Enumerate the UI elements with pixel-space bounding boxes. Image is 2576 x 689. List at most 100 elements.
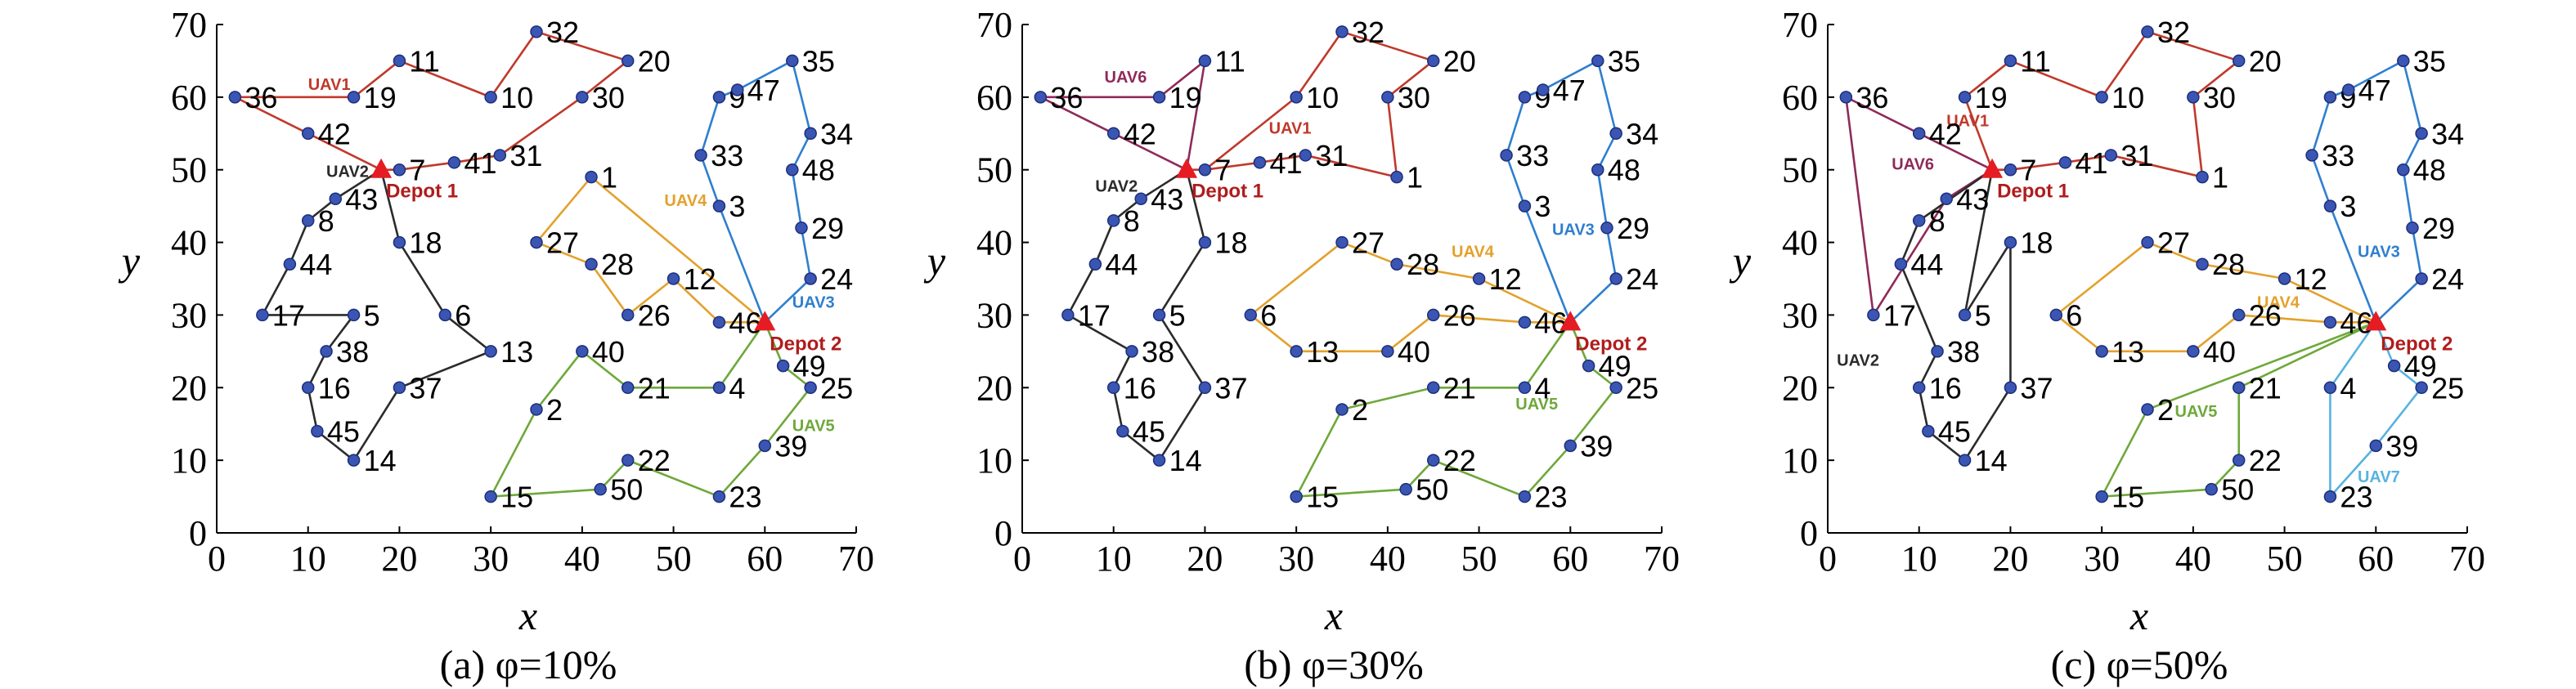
x-tick-label: 50 [1461, 539, 1497, 579]
y-tick-label: 10 [976, 441, 1012, 481]
node-point [1591, 163, 1604, 177]
node-point [1152, 308, 1166, 322]
node-label: 31 [1315, 139, 1348, 172]
node-label: 18 [2020, 226, 2053, 260]
node-label: 42 [1929, 117, 1962, 150]
route-uav4 [2054, 241, 2376, 353]
node-label: 25 [820, 371, 853, 405]
node-point [1152, 454, 1166, 467]
node-label: 32 [2157, 16, 2190, 49]
node-label: 8 [1929, 204, 1945, 238]
node-label: 35 [2413, 44, 2446, 78]
node-label: 1 [2212, 161, 2228, 195]
node-point [2323, 199, 2337, 213]
node-point [712, 315, 726, 329]
node-point [2397, 54, 2410, 68]
node-label: 12 [1489, 262, 1522, 296]
node-label: 40 [1398, 335, 1430, 369]
x-tick-label: 30 [1278, 539, 1314, 579]
node-point [2004, 381, 2017, 395]
node-label: 34 [1626, 117, 1658, 150]
node-point [1600, 221, 1613, 235]
node-point [1061, 308, 1075, 322]
depot-label: Depot 2 [2381, 333, 2453, 355]
x-axis-label: x [2129, 593, 2148, 638]
y-tick-label: 0 [1800, 513, 1818, 553]
node-label: 15 [1306, 481, 1339, 514]
node-point [1958, 91, 1972, 104]
node-label: 3 [729, 190, 745, 223]
node-point [758, 439, 772, 453]
node-label: 16 [1124, 371, 1156, 405]
node-point [1912, 127, 1926, 141]
x-tick-label: 50 [2267, 539, 2303, 579]
y-tick-label: 60 [171, 78, 207, 118]
node-point [301, 381, 315, 395]
panel-c: 0 10 20 30 40 50 60 70 0 10 20 30 40 50 60 70 x y (c) φ=50… [1729, 5, 2485, 687]
node-point [576, 91, 589, 104]
uav-label-uav1: UAV1 [1946, 112, 1989, 130]
node-point [1609, 272, 1622, 285]
node-label: 2 [2157, 393, 2174, 427]
node-point [1426, 54, 1440, 68]
node-label: 27 [2157, 226, 2190, 260]
x-tick-label: 50 [656, 539, 692, 579]
node-label: 36 [245, 81, 277, 114]
node-label: 1 [601, 161, 617, 195]
route-uav6 [1039, 60, 1206, 171]
node-point [666, 272, 680, 285]
node-label: 18 [1214, 226, 1247, 260]
x-tick-label: 10 [1901, 539, 1937, 579]
node-label: 17 [272, 298, 305, 332]
node-label: 31 [509, 139, 542, 172]
node-label: 38 [1947, 335, 1980, 369]
node-point [594, 482, 607, 496]
node-point [1106, 127, 1120, 141]
y-tick-label: 50 [1782, 150, 1818, 190]
node-point [712, 199, 726, 213]
node-point [804, 381, 817, 395]
node-label: 39 [774, 429, 807, 463]
node-label: 34 [2431, 117, 2464, 150]
node-label: 27 [1352, 226, 1384, 260]
node-point [1609, 127, 1622, 141]
node-label: 45 [327, 415, 360, 449]
node-label: 35 [1608, 44, 1640, 78]
node-label: 25 [1626, 371, 1658, 405]
node-label: 14 [1169, 444, 1202, 477]
node-point [393, 381, 406, 395]
node-label: 19 [1169, 81, 1202, 114]
node-point [1244, 308, 1258, 322]
node-point [1198, 163, 1212, 177]
node-point [712, 381, 726, 395]
node-label: 7 [2020, 154, 2036, 187]
y-tick-label: 10 [171, 441, 207, 481]
node-point [329, 192, 342, 206]
y-tick-label: 30 [1782, 295, 1818, 335]
node-point [393, 163, 406, 177]
node-label: 23 [2340, 481, 2372, 514]
node-point [1198, 235, 1212, 249]
node-point [1116, 424, 1129, 438]
y-tick-label: 50 [976, 150, 1012, 190]
depot-label: Depot 2 [770, 333, 841, 355]
node-label: 37 [2020, 371, 2053, 405]
node-point [1088, 257, 1102, 271]
node-point [1609, 381, 1622, 395]
uav-label-uav1: UAV1 [1269, 119, 1312, 137]
node-label: 16 [1929, 371, 1962, 405]
route-uav6 [1845, 96, 1993, 316]
node-label: 43 [1956, 182, 1989, 216]
node-label: 48 [2413, 154, 2446, 187]
node-point [621, 454, 635, 467]
node-point [1426, 381, 1440, 395]
y-tick-label: 20 [976, 368, 1012, 408]
node-label: 49 [2404, 350, 2437, 383]
node-point [1537, 83, 1550, 96]
node-label: 43 [1151, 182, 1183, 216]
node-point [1106, 214, 1120, 227]
uav-label-uav5: UAV5 [2175, 403, 2218, 421]
node-point [1290, 91, 1303, 104]
node-label: 36 [1050, 81, 1083, 114]
uav-label-uav3: UAV3 [2358, 243, 2400, 261]
